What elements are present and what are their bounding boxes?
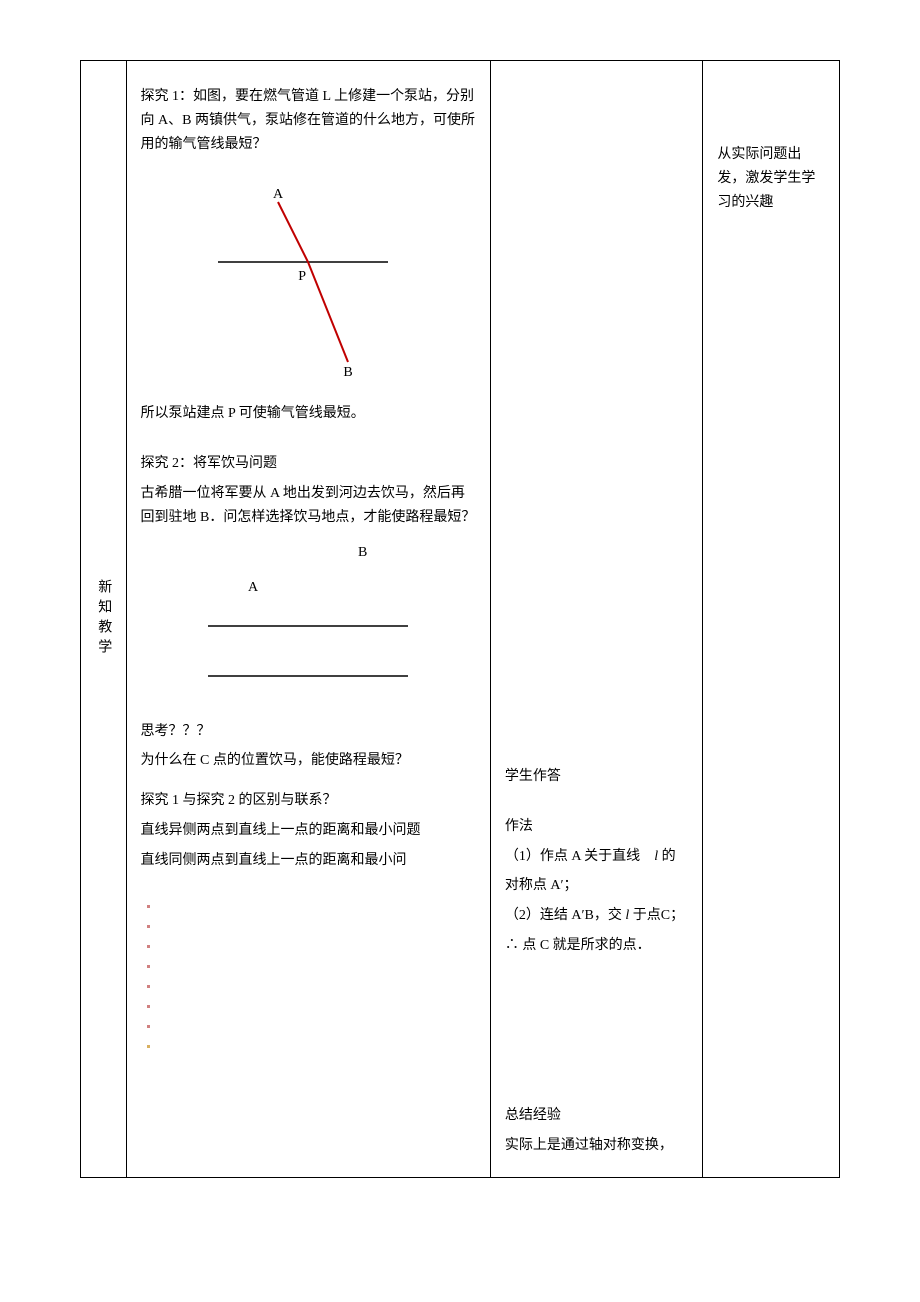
right-note: 从实际问题出发，激发学生学习的兴趣 [717,143,825,214]
content-cell: 探究 1：如图，要在燃气管道 L 上修建一个泵站，分别向 A、B 两镇供气，泵站… [126,61,490,1178]
diagram1-wrap: A P B [141,182,476,382]
svg-text:B: B [358,545,367,560]
svg-text:A: A [248,580,259,595]
svg-text:A: A [273,187,284,202]
student-method-label: 作法 [505,815,689,839]
svg-text:P: P [298,269,306,284]
student-summary-line: 实际上是通过轴对称变换， [505,1134,689,1158]
student-answer-label: 学生作答 [505,765,689,789]
student-step1c: 对称点 A′； [505,874,689,898]
diagram2-wrap: BA [141,536,476,686]
student-conclusion: ∴ 点 C 就是所求的点． [505,934,689,958]
diagram1-svg: A P B [188,182,428,382]
dots-svg [141,899,171,1069]
explore1-title: 探究 1：如图，要在燃气管道 L 上修建一个泵站，分别向 A、B 两镇供气，泵站… [141,85,476,156]
think-heading: 思考？？？ [141,720,476,744]
think-q1: 为什么在 C 点的位置饮马，能使路程最短？ [141,749,476,773]
think-line2: 直线同侧两点到直线上一点的距离和最小问 [141,849,476,873]
think-q2: 探究 1 与探究 2 的区别与联系？ [141,789,476,813]
student-step1-italic: l [654,849,658,864]
lesson-table: 新知教学 探究 1：如图，要在燃气管道 L 上修建一个泵站，分别向 A、B 两镇… [80,60,840,1178]
student-step1a: （1）作点 A 关于直线 [505,849,640,864]
student-step2b: 于点C； [633,908,684,923]
right-cell: 从实际问题出发，激发学生学习的兴趣 [703,61,840,1178]
student-step2: （2）连结 A′B，交 l 于点C； [505,904,689,928]
explore2-desc: 古希腊一位将军要从 A 地出发到河边去饮马，然后再回到驻地 B．问怎样选择饮马地… [141,482,476,530]
left-label-cell: 新知教学 [81,61,127,1178]
svg-text:B: B [344,365,353,380]
student-step2-italic: l [625,908,629,923]
student-cell: 学生作答 作法 （1）作点 A 关于直线 l 的 对称点 A′； （2）连结 A… [490,61,703,1178]
student-step1b: 的 [662,849,676,864]
explore1-conclusion: 所以泵站建点 P 可使输气管线最短。 [141,402,476,426]
think-line1: 直线异侧两点到直线上一点的距离和最小问题 [141,819,476,843]
left-vertical-label: 新知教学 [89,579,117,659]
diagram2-svg: BA [178,536,438,686]
student-step2a: （2）连结 A′B，交 [505,908,622,923]
explore2-title: 探究 2：将军饮马问题 [141,452,476,476]
student-step1: （1）作点 A 关于直线 l 的 [505,845,689,869]
student-summary-label: 总结经验 [505,1104,689,1128]
